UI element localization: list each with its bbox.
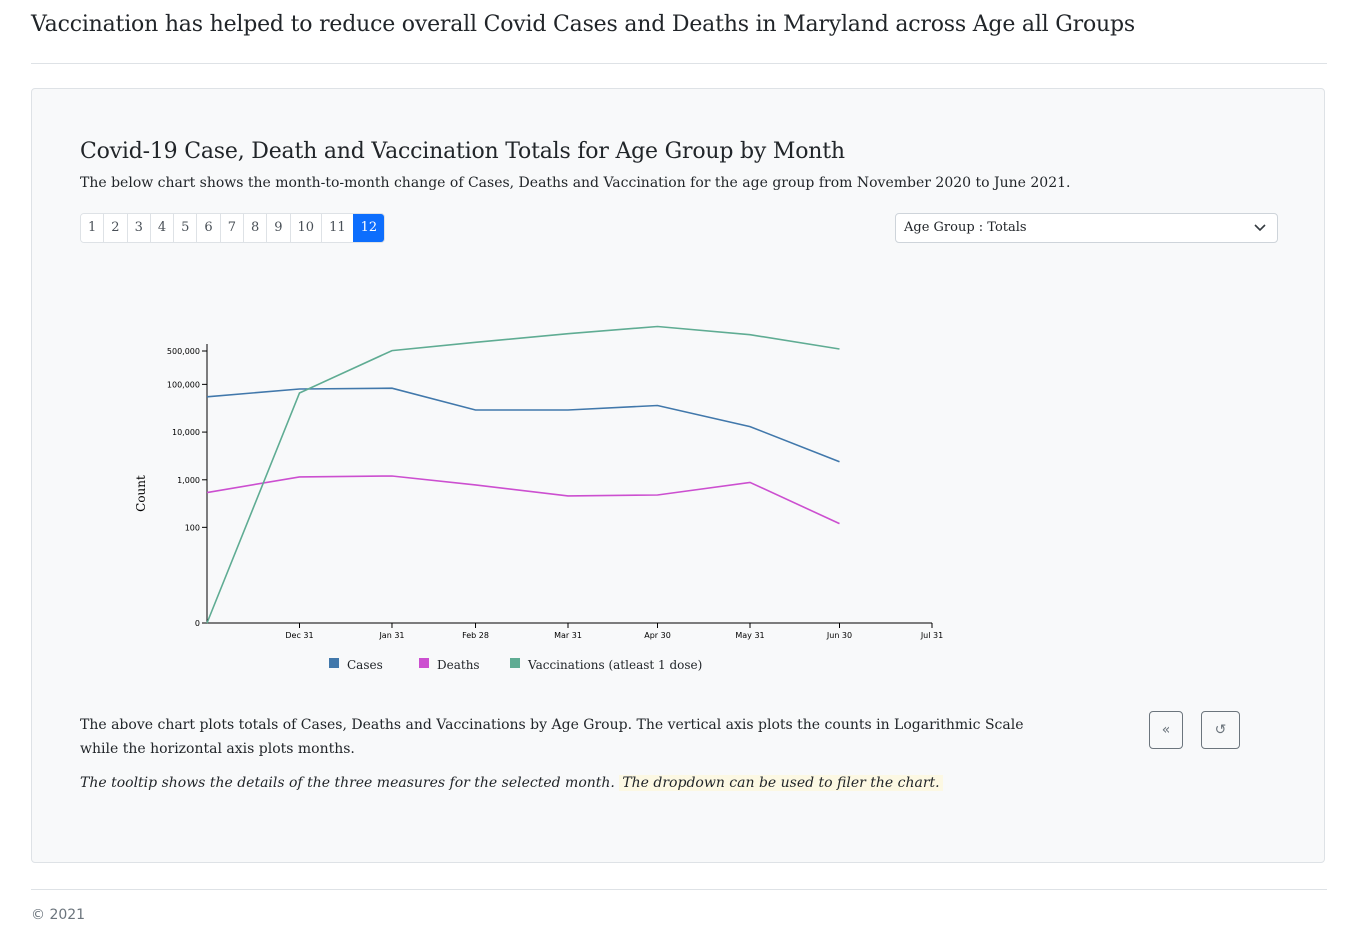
series-line-cases[interactable] [206, 387, 840, 463]
page-11[interactable]: 11 [321, 214, 353, 242]
page-3[interactable]: 3 [126, 214, 150, 242]
legend-label: Deaths [437, 658, 480, 672]
data-point[interactable] [747, 479, 753, 485]
data-point[interactable] [747, 332, 753, 338]
page-10[interactable]: 10 [289, 214, 322, 242]
data-point[interactable] [296, 474, 302, 480]
x-tick-label: Jul 31 [920, 631, 943, 640]
page-4[interactable]: 4 [149, 214, 174, 242]
x-tick-label: Mar 31 [554, 631, 582, 640]
x-tick-label: Jan 31 [378, 631, 404, 640]
data-point[interactable] [204, 620, 210, 626]
data-point[interactable] [473, 407, 479, 413]
data-point[interactable] [747, 424, 753, 430]
page-8[interactable]: 8 [242, 214, 267, 242]
legend-swatch [510, 658, 520, 668]
chart-title: Covid-19 Case, Death and Vaccination Tot… [80, 139, 845, 164]
chart-explanation: The above chart plots totals of Cases, D… [80, 717, 1024, 757]
data-point[interactable] [837, 459, 843, 465]
legend-label: Vaccinations (atleast 1 dose) [527, 658, 702, 672]
line-chart[interactable]: 0 100 1,000 10,000 100,000 500,000 Dec 31 Jan 3… [112, 259, 1012, 689]
chevron-down-icon [1254, 224, 1266, 232]
y-tick-label: 100,000 [167, 380, 200, 389]
legend-swatch [419, 658, 429, 668]
y-tick-label: 500,000 [167, 347, 200, 356]
page-12[interactable]: 12 [352, 214, 385, 242]
data-point[interactable] [389, 473, 395, 479]
data-point[interactable] [296, 390, 302, 396]
page-1[interactable]: 1 [81, 214, 104, 242]
data-point[interactable] [204, 394, 210, 400]
x-tick-label: Jun 30 [826, 631, 852, 640]
legend-swatch [329, 658, 339, 668]
age-group-pagination: 1 2 3 4 5 6 7 8 9 10 11 12 [80, 213, 386, 243]
reset-button[interactable]: ↺ [1201, 711, 1240, 749]
footer-copyright: © 2021 [31, 907, 86, 923]
series-line-vaccinations[interactable] [206, 325, 840, 624]
y-tick-label: 0 [195, 619, 200, 628]
x-tick-label: Dec 31 [285, 631, 313, 640]
y-tick-label: 1,000 [177, 476, 200, 485]
top-divider [31, 63, 1327, 64]
x-tick-label: May 31 [735, 631, 764, 640]
data-point[interactable] [655, 492, 661, 498]
legend-label: Cases [347, 658, 383, 672]
age-group-dropdown[interactable]: Age Group : Totals [895, 213, 1278, 243]
page-title: Vaccination has helped to reduce overall… [31, 12, 1135, 37]
data-point[interactable] [473, 482, 479, 488]
tooltip-note: The tooltip shows the details of the thr… [80, 775, 615, 791]
data-point[interactable] [837, 521, 843, 527]
age-group-dropdown-value: Age Group : Totals [904, 220, 1027, 235]
data-point[interactable] [389, 385, 395, 391]
bottom-divider [31, 889, 1327, 890]
page-9[interactable]: 9 [266, 214, 290, 242]
dropdown-note: The dropdown can be used to filer the ch… [619, 775, 943, 791]
data-point[interactable] [389, 348, 395, 354]
chart-card: Covid-19 Case, Death and Vaccination Tot… [31, 88, 1325, 863]
data-point[interactable] [655, 324, 661, 330]
y-tick-label: 10,000 [172, 428, 200, 437]
page-2[interactable]: 2 [103, 214, 127, 242]
data-point[interactable] [837, 346, 843, 352]
data-point[interactable] [565, 331, 571, 337]
x-tick-label: Apr 30 [644, 631, 671, 640]
page-6[interactable]: 6 [196, 214, 220, 242]
page-5[interactable]: 5 [173, 214, 197, 242]
y-axis-label: Count [134, 475, 148, 512]
data-point[interactable] [204, 490, 210, 496]
chart-description: The below chart shows the month-to-month… [80, 175, 1071, 191]
previous-button[interactable]: « [1149, 711, 1183, 749]
chart-tip: The tooltip shows the details of the thr… [80, 775, 943, 791]
page-7[interactable]: 7 [219, 214, 243, 242]
data-point[interactable] [565, 407, 571, 413]
y-tick-label: 100 [185, 523, 200, 532]
series-line-deaths[interactable] [206, 475, 840, 525]
data-point[interactable] [655, 403, 661, 409]
data-point[interactable] [565, 493, 571, 499]
data-point[interactable] [473, 339, 479, 345]
x-tick-label: Feb 28 [462, 631, 489, 640]
